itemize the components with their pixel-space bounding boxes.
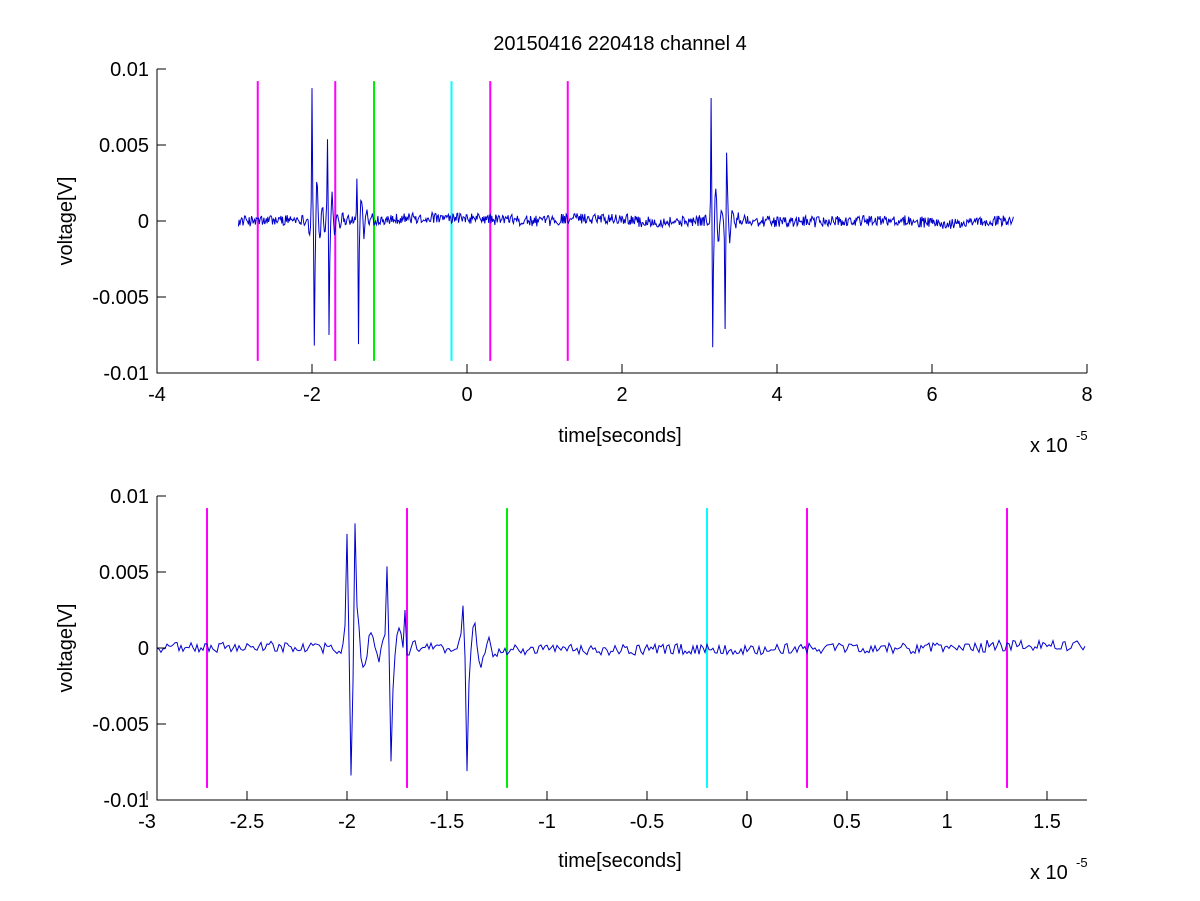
y-tick-label: 0 xyxy=(138,638,149,660)
x-tick-label: 1 xyxy=(941,811,952,833)
y-axis-label: voltage[V] xyxy=(55,604,77,693)
x-tick-label: -2.5 xyxy=(230,811,264,833)
y-tick-label: -0.005 xyxy=(92,714,149,736)
x-tick-label: 0 xyxy=(741,811,752,833)
y-tick-label: -0.005 xyxy=(92,287,149,309)
y-tick-label: -0.01 xyxy=(103,363,149,385)
signal-trace xyxy=(237,88,1014,348)
y-tick-label: 0 xyxy=(138,211,149,233)
x-tick-label: 1.5 xyxy=(1033,811,1061,833)
x-tick-label: -1.5 xyxy=(430,811,464,833)
x-tick-label: -3 xyxy=(138,811,156,833)
y-tick-label: 0.005 xyxy=(99,562,149,584)
top-subplot: 20150416 220418 channel 4 -4 -2 0 2 4 6 8 0.01… xyxy=(55,33,1093,457)
x-ticks-group: -4 -2 0 2 4 6 8 xyxy=(148,364,1093,406)
x-ticks-group: -3 -2.5 -2 -1.5 -1 -0.5 0 0.5 1 1.5 xyxy=(138,791,1061,833)
x-exponent-label: x 10 xyxy=(1030,862,1068,884)
x-tick-label: 8 xyxy=(1081,384,1092,406)
y-tick-label: -0.01 xyxy=(103,790,149,812)
x-tick-label: 6 xyxy=(926,384,937,406)
marker-lines-group xyxy=(256,81,569,361)
x-axis-label: time[seconds] xyxy=(558,425,681,447)
x-tick-label: 0 xyxy=(461,384,472,406)
x-tick-label: -2 xyxy=(303,384,321,406)
x-tick-label: -4 xyxy=(148,384,166,406)
x-tick-label: 4 xyxy=(771,384,782,406)
y-ticks-group: 0.01 0.005 0 -0.005 -0.01 xyxy=(92,486,166,812)
x-tick-label: -1 xyxy=(538,811,556,833)
x-axis-label: time[seconds] xyxy=(558,850,681,872)
bottom-subplot: -3 -2.5 -2 -1.5 -1 -0.5 0 0.5 1 1.5 0.01 0.005 0 -0.… xyxy=(55,486,1088,884)
x-exponent-power: -5 xyxy=(1076,428,1088,443)
y-tick-label: 0.01 xyxy=(110,486,149,508)
x-tick-label: -0.5 xyxy=(630,811,664,833)
x-exponent-power: -5 xyxy=(1076,855,1088,870)
x-tick-label: -2 xyxy=(338,811,356,833)
y-ticks-group: 0.01 0.005 0 -0.005 -0.01 xyxy=(92,59,166,385)
y-axis-label: voltage[V] xyxy=(55,177,77,266)
y-tick-label: 0.01 xyxy=(110,59,149,81)
marker-lines-group xyxy=(206,508,1008,788)
x-exponent-label: x 10 xyxy=(1030,435,1068,457)
chart-title: 20150416 220418 channel 4 xyxy=(493,33,747,55)
y-tick-label: 0.005 xyxy=(99,135,149,157)
signal-trace xyxy=(156,523,1086,776)
x-tick-label: 0.5 xyxy=(833,811,861,833)
x-tick-label: 2 xyxy=(616,384,627,406)
